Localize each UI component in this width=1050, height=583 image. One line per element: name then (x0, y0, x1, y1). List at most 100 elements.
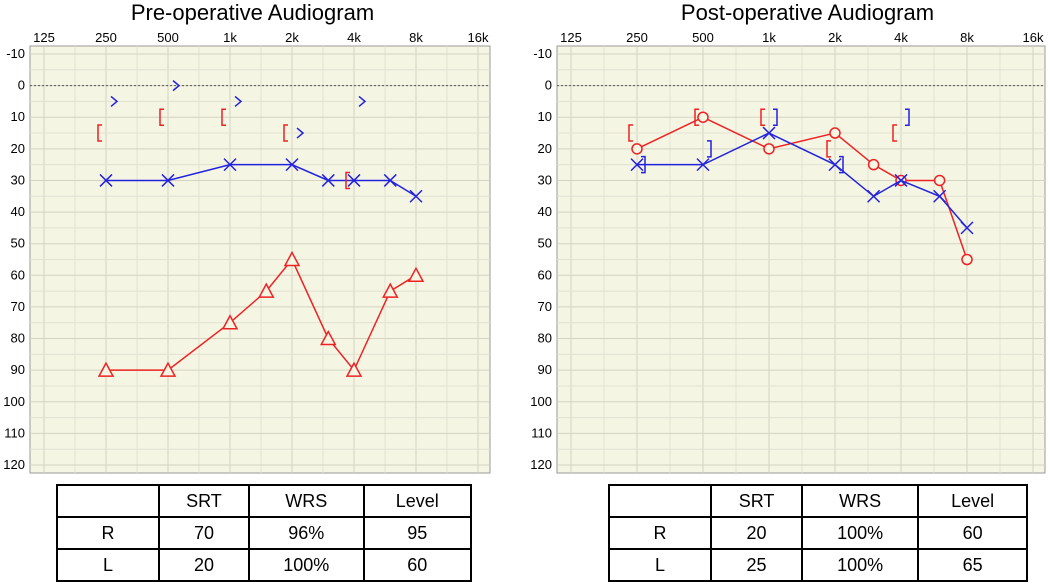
y-tick-label: 100 (530, 394, 552, 409)
chart-title: Post-operative Audiogram (680, 0, 935, 25)
chevron-marker (110, 95, 119, 107)
bracket-marker (839, 155, 844, 174)
x-tick-label: 250 (95, 30, 117, 45)
table-cell: 96% (247, 516, 365, 550)
x-tick-label: 16k (1023, 30, 1044, 45)
x-marker (696, 158, 710, 172)
bracket-marker (97, 124, 102, 142)
header-cell (608, 484, 712, 518)
y-tick-label: -10 (6, 46, 25, 61)
x-marker (383, 173, 397, 187)
series-group (628, 108, 974, 266)
x-tick-label: 1k (762, 30, 776, 45)
chart-title: Pre-operative Audiogram (130, 0, 375, 25)
table-row: L 25 100% 65 (608, 548, 1028, 582)
table-cell: 25 (709, 548, 804, 582)
x-marker (347, 173, 361, 187)
bracket-marker (694, 108, 699, 126)
bracket-marker (221, 108, 226, 126)
header-cell: WRS (247, 484, 365, 518)
table-cell: 60 (362, 548, 473, 582)
pre-operative-audiogram: 125 250 500 1k 2k 4k 8k 16k -10 0 10 20 30 40 50 60 70 80… (3, 30, 491, 474)
triangle-marker (258, 282, 275, 298)
x-marker (867, 189, 881, 203)
series-left-x (99, 158, 423, 203)
series-line (106, 163, 417, 197)
header-cell (56, 484, 160, 518)
bracket-marker (773, 108, 778, 126)
row-label: L (56, 548, 160, 582)
y-tick-label: 30 (538, 172, 552, 187)
x-marker (933, 189, 947, 203)
bracket-marker (760, 108, 765, 126)
x-tick-label: 500 (157, 30, 179, 45)
x-marker (285, 158, 299, 172)
chevron-marker (358, 95, 367, 107)
series-line (636, 116, 968, 260)
post-operative-results-table: SRT WRS Level R 20 100% 60 L 25 100% 65 (608, 484, 1028, 582)
triangle-marker (97, 361, 115, 377)
y-tick-label: 80 (538, 331, 552, 346)
circle-marker (933, 174, 946, 187)
y-tick-label: 110 (531, 425, 552, 440)
chevron-marker (296, 127, 305, 139)
header-cell: Level (362, 484, 473, 518)
x-axis: 125 250 500 1k 2k 4k 8k 16k (560, 30, 1044, 45)
bracket-marker (345, 171, 350, 190)
y-tick-label: 0 (545, 78, 552, 93)
triangle-marker (221, 314, 239, 330)
y-tick-label: 60 (11, 267, 25, 282)
bracket-marker (283, 124, 288, 142)
x-tick-label: 2k (828, 30, 842, 45)
x-marker (161, 173, 175, 187)
table-header-row: SRT WRS Level (56, 484, 473, 518)
row-label: R (56, 516, 160, 550)
triangle-marker (345, 361, 363, 377)
y-tick-label: 90 (11, 362, 25, 377)
x-tick-label: 125 (33, 30, 55, 45)
pre-operative-results-table: SRT WRS Level R 70 96% 95 L 20 100% 60 (56, 484, 473, 582)
x-tick-label: 8k (960, 30, 974, 45)
x-marker (223, 158, 237, 172)
header-cell: Level (917, 484, 1028, 518)
x-tick-label: 2k (285, 30, 299, 45)
circle-marker (867, 158, 880, 171)
x-marker (894, 173, 908, 187)
x-marker (409, 189, 423, 203)
y-tick-label: 20 (538, 141, 552, 156)
header-cell: WRS (801, 484, 920, 518)
grid (557, 46, 1045, 473)
y-tick-label: 120 (530, 457, 552, 472)
triangle-marker (320, 329, 337, 346)
post-operative-panel: Post-operative Audiogram 125 25 0 500 1k 2k 4k… (525, 0, 1050, 583)
bracket-marker (905, 108, 910, 126)
x-tick-label: 125 (560, 30, 582, 45)
y-tick-label: 30 (11, 172, 25, 187)
series-right-triangle (97, 250, 425, 377)
x-marker (762, 126, 776, 140)
y-tick-label: 10 (538, 109, 552, 124)
post-operative-audiogram: 125 250 500 1k 2k 4k 8k 16k -10 0 10 20 30 40 50 60 70 80… (530, 30, 1046, 474)
y-axis: -10 0 10 20 30 40 50 60 70 80 90 100 110 120 (3, 46, 25, 472)
x-tick-label: 1k (223, 30, 237, 45)
table-cell: 20 (709, 516, 804, 550)
x-tick-label: 500 (692, 30, 714, 45)
triangle-marker (382, 282, 399, 298)
y-tick-label: 120 (3, 457, 25, 472)
x-marker (828, 158, 842, 172)
y-tick-label: 10 (11, 109, 25, 124)
y-tick-label: 110 (4, 425, 25, 440)
x-tick-label: 4k (894, 30, 908, 45)
x-marker (99, 173, 113, 187)
x-axis: 125 250 500 1k 2k 4k 8k 16k (33, 30, 489, 45)
chevron-marker (234, 95, 243, 107)
table-row: R 20 100% 60 (608, 516, 1028, 550)
y-tick-label: 50 (538, 236, 552, 251)
circle-marker (697, 111, 709, 123)
triangle-marker (407, 266, 425, 283)
y-tick-label: 60 (538, 267, 552, 282)
series-left-chevron-right (110, 80, 367, 139)
bracket-marker (628, 124, 633, 142)
x-tick-label: 8k (409, 30, 423, 45)
series-group (97, 80, 425, 377)
